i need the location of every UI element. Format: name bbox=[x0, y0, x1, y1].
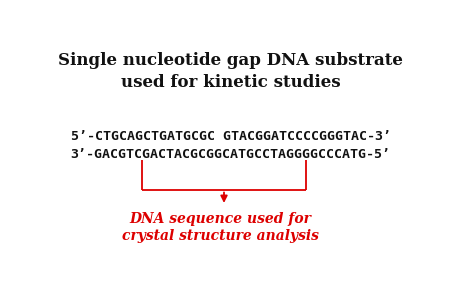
Text: Single nucleotide gap DNA substrate
used for kinetic studies: Single nucleotide gap DNA substrate used… bbox=[58, 52, 403, 91]
Text: DNA sequence used for
crystal structure analysis: DNA sequence used for crystal structure … bbox=[122, 212, 319, 243]
Text: 3’-GACGTCGACTACGCGGCATGCCTAGGGGCCCATG-5’: 3’-GACGTCGACTACGCGGCATGCCTAGGGGCCCATG-5’ bbox=[71, 148, 391, 161]
Text: 5’-CTGCAGCTGATGCGC GTACGGATCCCCGGGTAC-3’: 5’-CTGCAGCTGATGCGC GTACGGATCCCCGGGTAC-3’ bbox=[71, 130, 391, 143]
